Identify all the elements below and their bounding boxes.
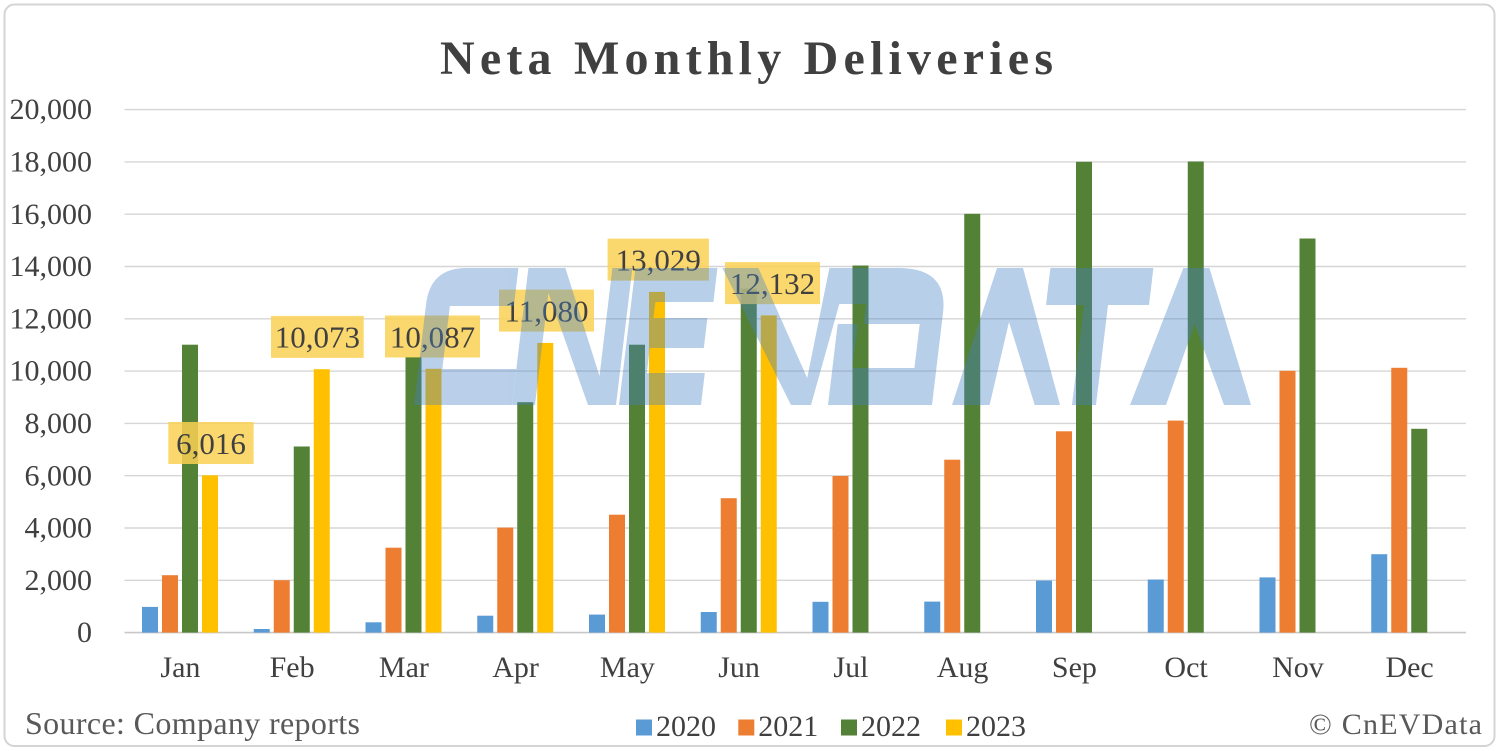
svg-text:2021: 2021 — [758, 710, 818, 743]
svg-text:2,000: 2,000 — [25, 564, 93, 597]
svg-text:Feb: Feb — [270, 651, 315, 684]
svg-text:Jan: Jan — [160, 651, 200, 684]
svg-text:2023: 2023 — [966, 710, 1026, 743]
svg-text:14,000: 14,000 — [10, 250, 93, 283]
svg-text:Source: Company reports: Source: Company reports — [25, 705, 360, 741]
svg-text:© CnEVData: © CnEVData — [1309, 708, 1482, 741]
svg-text:13,029: 13,029 — [616, 242, 701, 277]
svg-text:11,080: 11,080 — [504, 293, 588, 328]
svg-text:6,016: 6,016 — [176, 426, 246, 461]
svg-text:18,000: 18,000 — [10, 146, 93, 179]
svg-text:Aug: Aug — [937, 651, 989, 684]
svg-text:6,000: 6,000 — [25, 459, 93, 492]
svg-text:20,000: 20,000 — [10, 93, 93, 126]
svg-text:4,000: 4,000 — [25, 512, 93, 545]
svg-text:Neta Monthly Deliveries: Neta Monthly Deliveries — [440, 32, 1053, 85]
svg-text:Sep: Sep — [1052, 651, 1097, 684]
svg-text:12,132: 12,132 — [730, 266, 815, 301]
svg-text:10,087: 10,087 — [390, 319, 475, 354]
svg-text:10,073: 10,073 — [275, 320, 360, 355]
svg-text:Apr: Apr — [492, 651, 539, 684]
svg-text:Oct: Oct — [1164, 651, 1208, 684]
svg-text:Dec: Dec — [1385, 651, 1433, 684]
svg-text:Nov: Nov — [1272, 651, 1324, 684]
svg-text:Mar: Mar — [379, 651, 429, 684]
svg-text:Jul: Jul — [833, 651, 868, 684]
svg-text:10,000: 10,000 — [10, 355, 93, 388]
svg-text:16,000: 16,000 — [10, 198, 93, 231]
svg-text:0: 0 — [77, 616, 92, 649]
svg-text:12,000: 12,000 — [10, 302, 93, 335]
svg-text:2020: 2020 — [656, 710, 716, 743]
svg-text:2022: 2022 — [861, 710, 921, 743]
svg-text:May: May — [600, 651, 655, 684]
svg-text:8,000: 8,000 — [25, 407, 93, 440]
svg-text:Jun: Jun — [718, 651, 760, 684]
